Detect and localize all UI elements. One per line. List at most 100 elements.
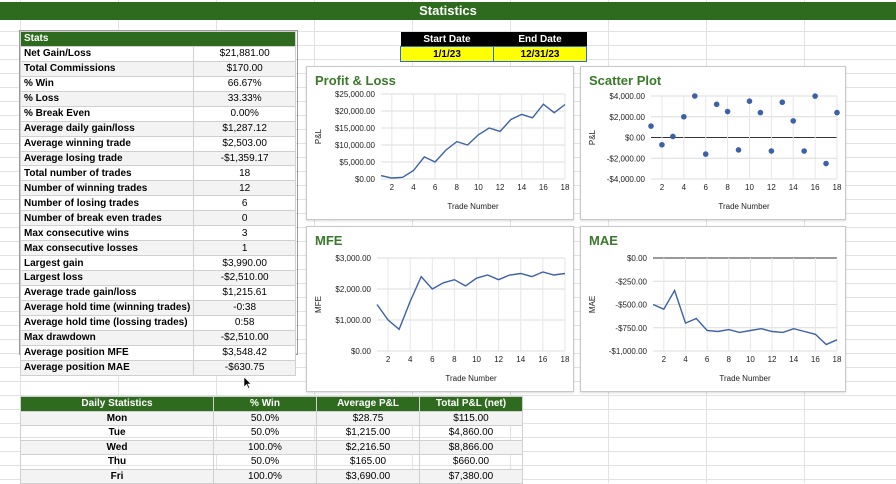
end-date-cell[interactable]: 12/31/23: [493, 46, 587, 62]
stat-value[interactable]: $3,548.42: [193, 344, 296, 361]
stats-header[interactable]: Stats: [20, 31, 296, 47]
daily-cell[interactable]: Wed: [20, 439, 214, 455]
stat-value[interactable]: 0.00%: [193, 105, 296, 122]
daily-header-cell[interactable]: Total P&L (net): [419, 396, 523, 412]
stat-value[interactable]: 18: [193, 165, 296, 182]
daily-cell[interactable]: 100.0%: [213, 439, 317, 455]
stat-label[interactable]: Average position MFE: [19, 344, 195, 361]
stat-value[interactable]: $2,503.00: [193, 135, 296, 152]
stat-label[interactable]: % Break Even: [19, 105, 195, 122]
scatter-point[interactable]: [768, 148, 775, 154]
daily-header-cell[interactable]: Average P&L: [316, 396, 420, 412]
daily-header-cell[interactable]: % Win: [213, 396, 317, 412]
stat-value[interactable]: 0:58: [193, 314, 296, 331]
scatter-point[interactable]: [812, 93, 818, 99]
stat-value[interactable]: -$1,359.17: [193, 150, 296, 167]
series-line[interactable]: [380, 103, 566, 179]
scatter-point[interactable]: [757, 109, 764, 116]
scatter-point[interactable]: [823, 160, 829, 167]
daily-cell[interactable]: Thu: [20, 454, 214, 470]
stat-value[interactable]: $3,990.00: [193, 255, 296, 271]
scatter-point[interactable]: [735, 147, 742, 153]
stat-label[interactable]: Average losing trade: [19, 150, 195, 167]
stat-value[interactable]: -0:38: [193, 299, 296, 316]
scatter-point[interactable]: [724, 108, 731, 115]
stat-label[interactable]: Average hold time (lossing trades): [19, 314, 195, 331]
stats-row: Total Commissions $170.00: [19, 60, 296, 77]
stat-value[interactable]: 3: [193, 225, 296, 242]
stat-label[interactable]: Average trade gain/loss: [19, 284, 195, 301]
stat-label[interactable]: Max consecutive losses: [19, 240, 195, 257]
stat-label[interactable]: Number of losing trades: [19, 195, 195, 212]
stat-value[interactable]: 12: [193, 180, 296, 197]
stat-label[interactable]: Average hold time (winning trades): [19, 299, 195, 316]
daily-cell[interactable]: $28.75: [316, 410, 420, 426]
stat-value[interactable]: $1,287.12: [193, 120, 296, 137]
series-line[interactable]: [652, 288, 838, 346]
daily-cell[interactable]: $660.00: [419, 454, 523, 470]
mae-chart[interactable]: MAE -$1,000.00 -$750.00 -$500.00 -$250.00 $0.…: [580, 226, 846, 392]
stat-value[interactable]: $1,215.61: [193, 284, 296, 301]
end-date-label[interactable]: End Date: [493, 32, 587, 47]
daily-cell[interactable]: 50.0%: [213, 425, 317, 441]
daily-cell[interactable]: 50.0%: [213, 454, 317, 470]
stat-value[interactable]: -$2,510.00: [193, 329, 296, 346]
stat-value[interactable]: -$2,510.00: [193, 270, 296, 286]
stat-label[interactable]: Average daily gain/loss: [19, 120, 195, 137]
stat-label[interactable]: Largest gain: [19, 255, 195, 271]
start-date-cell[interactable]: 1/1/23: [400, 46, 494, 62]
stat-value[interactable]: -$630.75: [193, 359, 296, 376]
daily-cell[interactable]: $8,866.00: [419, 439, 523, 455]
profit-loss-chart[interactable]: Profit & Loss $0.00 $5,000.00 $10,000.00 $15…: [306, 66, 574, 220]
daily-cell[interactable]: $4,860.00: [419, 425, 523, 441]
scatter-point[interactable]: [779, 99, 786, 106]
daily-cell[interactable]: $2,216.50: [316, 439, 420, 455]
daily-cell[interactable]: $165.00: [316, 454, 420, 470]
stat-label[interactable]: Average winning trade: [19, 135, 195, 152]
scatter-plot-chart[interactable]: Scatter Plot -$4,000.00 -$2,000.00 $0.00 $2,…: [580, 66, 846, 220]
stat-label[interactable]: Number of winning trades: [19, 180, 195, 197]
scatter-point[interactable]: [648, 123, 654, 129]
daily-cell[interactable]: $115.00: [419, 410, 523, 426]
scatter-point[interactable]: [746, 98, 753, 104]
stat-label[interactable]: Max drawdown: [19, 329, 195, 346]
scatter-point[interactable]: [702, 151, 709, 157]
daily-cell[interactable]: Tue: [20, 425, 214, 441]
stat-label[interactable]: % Win: [19, 75, 195, 92]
stat-label[interactable]: Largest loss: [19, 270, 195, 286]
scatter-point[interactable]: [801, 148, 807, 154]
daily-cell[interactable]: $3,690.00: [316, 468, 420, 484]
daily-cell[interactable]: $7,380.00: [419, 468, 523, 484]
daily-cell[interactable]: $1,215.00: [316, 425, 420, 441]
stat-value[interactable]: 0: [193, 210, 296, 227]
stat-label[interactable]: Total Commissions: [19, 60, 195, 77]
scatter-point[interactable]: [670, 133, 676, 140]
stat-label[interactable]: Total number of trades: [19, 165, 195, 182]
start-date-label[interactable]: Start Date: [400, 32, 494, 47]
scatter-point[interactable]: [681, 113, 687, 120]
daily-cell[interactable]: Mon: [20, 410, 214, 426]
stat-label[interactable]: Net Gain/Loss: [19, 45, 195, 62]
stat-value[interactable]: $170.00: [193, 60, 296, 77]
scatter-point[interactable]: [790, 118, 797, 124]
y-axis-label: P&L: [314, 128, 323, 144]
stat-value[interactable]: 6: [193, 195, 296, 212]
scatter-point[interactable]: [834, 109, 840, 116]
stat-label[interactable]: Average position MAE: [19, 359, 195, 376]
daily-cell[interactable]: 100.0%: [213, 468, 317, 484]
stat-value[interactable]: 33.33%: [193, 90, 296, 107]
series-line[interactable]: [376, 271, 566, 331]
stat-label[interactable]: % Loss: [19, 90, 195, 107]
stat-value[interactable]: 1: [193, 240, 296, 257]
daily-cell[interactable]: 50.0%: [213, 410, 317, 426]
mfe-chart[interactable]: MFE $0.00 $1,000.00 $2,000.00 $3,000.00 2 4 6 8 1…: [306, 226, 574, 392]
daily-header-cell[interactable]: Daily Statistics: [20, 396, 214, 412]
stat-value[interactable]: $21,881.00: [193, 45, 296, 62]
scatter-point[interactable]: [659, 141, 665, 148]
stat-label[interactable]: Max consecutive wins: [19, 225, 195, 242]
stat-value[interactable]: 66.67%: [193, 75, 296, 92]
scatter-point[interactable]: [713, 101, 720, 108]
daily-cell[interactable]: Fri: [20, 468, 214, 484]
scatter-point[interactable]: [691, 93, 698, 99]
stat-label[interactable]: Number of break even trades: [19, 210, 195, 227]
